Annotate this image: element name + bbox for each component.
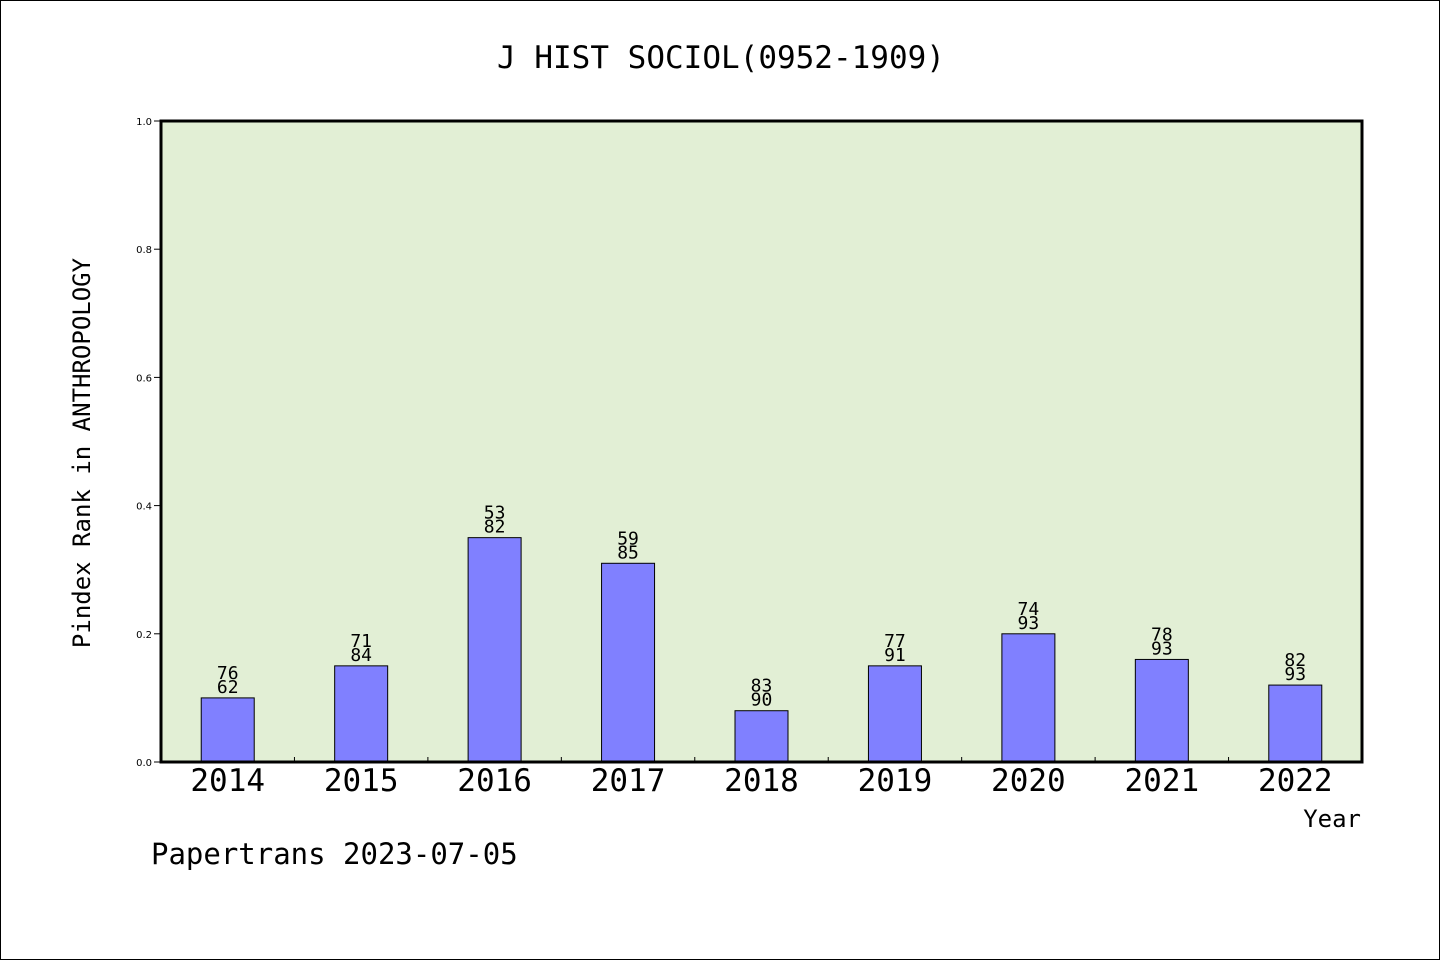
plot-border: [159, 119, 1364, 764]
y-axis-label: Pindex Rank in ANTHROPOLOGY: [68, 257, 96, 648]
y-axis: 0.0 0.2 0.4 0.6 0.8 1.0: [136, 117, 161, 769]
data-label-top-2021: 78: [1151, 624, 1173, 645]
data-label-top-2019: 77: [884, 631, 906, 652]
y-tick-label: 1.0: [136, 117, 152, 128]
data-label-top-2017: 59: [617, 528, 639, 549]
data-label-bottom-2021: 93: [1151, 638, 1173, 659]
bar-2015: [334, 665, 389, 763]
data-label-top-2016: 53: [484, 503, 506, 524]
bar-2017: [601, 562, 656, 763]
plot-area: [161, 121, 1362, 762]
bar-2022: [1268, 684, 1323, 763]
footer-credit: Papertrans 2023-07-05: [151, 837, 518, 871]
y-tick-label: 0.2: [136, 630, 152, 641]
x-tick-label-2022: 2022: [1258, 763, 1333, 799]
y-tick-label: 0.8: [136, 245, 152, 256]
data-label-bottom-2016: 82: [484, 517, 506, 538]
y-tick-label: 0.0: [136, 758, 152, 769]
x-axis-label: Year: [1303, 805, 1361, 833]
bar-2019: [867, 665, 922, 763]
x-tick-label-2019: 2019: [858, 763, 933, 799]
data-label-bottom-2014: 62: [217, 677, 239, 698]
data-label-bottom-2022: 93: [1284, 664, 1306, 685]
x-tick-label-2015: 2015: [324, 763, 399, 799]
x-tick-label-2017: 2017: [591, 763, 666, 799]
x-tick-label-2016: 2016: [457, 763, 532, 799]
data-label-top-2018: 83: [751, 676, 773, 697]
data-label-top-2022: 82: [1284, 650, 1306, 671]
bars-group: [200, 537, 1323, 763]
bar-2014: [200, 697, 255, 763]
data-label-top-2020: 74: [1018, 599, 1040, 620]
data-label-bottom-2017: 85: [617, 542, 639, 563]
bar-2020: [1001, 633, 1056, 763]
data-label-top-2014: 76: [217, 663, 239, 684]
y-tick-label: 0.4: [136, 502, 152, 513]
x-tick-label-2018: 2018: [724, 763, 799, 799]
x-tick-label-2020: 2020: [991, 763, 1066, 799]
bar-2018: [734, 710, 789, 763]
data-label-bottom-2015: 84: [350, 645, 372, 666]
x-axis: 2014 2015 2016 2017 2018 2019 2020 2021 2022: [190, 757, 1333, 799]
data-label-top-2015: 71: [350, 631, 372, 652]
data-label-bottom-2018: 90: [751, 690, 773, 711]
y-tick-label: 0.6: [136, 373, 152, 384]
x-tick-label-2014: 2014: [190, 763, 265, 799]
bar-2021: [1134, 658, 1189, 763]
data-label-bottom-2020: 93: [1018, 613, 1040, 634]
x-tick-label-2021: 2021: [1125, 763, 1200, 799]
bar-2016: [467, 537, 522, 763]
data-label-bottom-2019: 91: [884, 645, 906, 666]
chart-title: J HIST SOCIOL(0952-1909): [497, 40, 945, 76]
